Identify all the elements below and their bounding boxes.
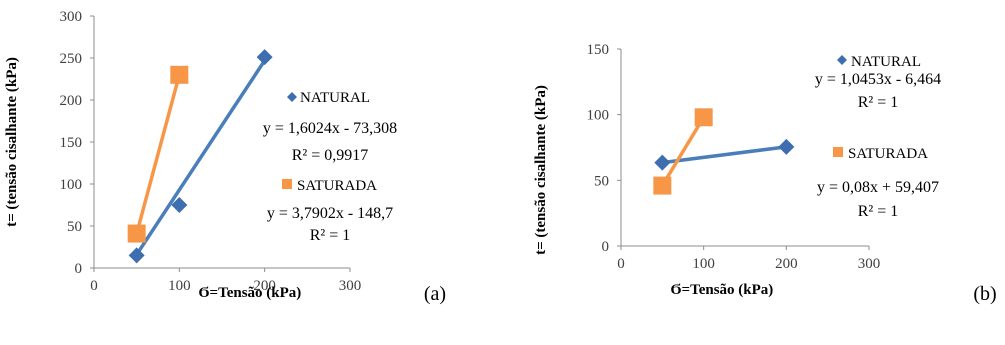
panel-b-trendline-equation: y = 1,0453x - 6,464 bbox=[815, 71, 941, 88]
panel-a-point-natural bbox=[256, 49, 273, 66]
panel-a-trendline-r2: R² = 0,9917 bbox=[292, 147, 369, 164]
panel-a-trendline-saturada bbox=[134, 73, 182, 236]
panel-a-label: (a) bbox=[424, 283, 446, 305]
panel-b-trendline-equation: y = 0,08x + 59,407 bbox=[817, 179, 939, 196]
panel-a-point-saturada bbox=[127, 224, 146, 243]
panel-b-y-tick-label: 50 bbox=[594, 173, 609, 189]
panel-b-point-saturada bbox=[653, 176, 672, 195]
panel-b-trendline-r2: R² = 1 bbox=[858, 203, 899, 220]
panel-b-y-tick-label: 0 bbox=[602, 239, 610, 255]
panel-a-x-tick-label: 300 bbox=[339, 278, 362, 294]
panel-b-legend-label-saturada: SATURADA bbox=[848, 146, 928, 162]
panel-a-legend-marker-natural bbox=[287, 92, 297, 102]
panel-b-trendline-r2: R² = 1 bbox=[858, 94, 899, 111]
panel-a-x-tick-label: 100 bbox=[168, 278, 191, 294]
panel-b-trendline-natural bbox=[660, 145, 789, 165]
panel-b-x-tick-label: 200 bbox=[775, 256, 798, 272]
panel-b-label: (b) bbox=[973, 283, 996, 305]
panel-a-point-saturada bbox=[170, 65, 189, 84]
panel-b-x-tick-label: 100 bbox=[692, 256, 715, 272]
panel-a-y-tick-label: 100 bbox=[60, 177, 83, 193]
panel-a-legend-label-natural: NATURAL bbox=[300, 90, 370, 106]
panel-a-x-axis-title: Ϭ=Tensão (kPa) bbox=[199, 285, 302, 301]
panel-a-x-tick-label: 200 bbox=[253, 278, 276, 294]
panel-b-x-axis-title: Ϭ=Tensão (kPa) bbox=[671, 282, 774, 298]
panel-a-y-tick-label: 200 bbox=[60, 93, 83, 109]
panel-b-point-natural bbox=[654, 154, 671, 171]
panel-b-legend-marker-saturada bbox=[833, 147, 843, 157]
panel-b-legend-label-natural: NATURAL bbox=[851, 54, 921, 70]
panel-a-y-tick-label: 300 bbox=[60, 9, 83, 25]
panel-a-legend-marker-saturada bbox=[282, 179, 292, 189]
panel-a-y-tick-label: 150 bbox=[60, 135, 83, 151]
panel-a-point-natural bbox=[128, 247, 145, 264]
panel-a-y-tick-label: 50 bbox=[67, 219, 82, 235]
panel-b-trendline-saturada bbox=[660, 115, 706, 188]
panel-b-point-saturada bbox=[694, 108, 713, 127]
panel-a-trendline-natural bbox=[134, 58, 267, 257]
panel-b-x-tick-label: 0 bbox=[617, 256, 625, 272]
panel-b-point-natural bbox=[778, 138, 795, 155]
panel-b-x-tick-label: 300 bbox=[858, 256, 881, 272]
panel-b-y-axis-title: t= (tensão cisalhante (kPa) bbox=[533, 85, 549, 255]
panel-b-y-tick-label: 100 bbox=[587, 108, 610, 124]
panel-b-legend-marker-natural bbox=[837, 55, 847, 65]
panel-a-y-axis-title: t= (tensão cisalhante (kPa) bbox=[4, 57, 20, 227]
panel-b-y-tick-label: 150 bbox=[587, 42, 610, 58]
panel-a-trendline-equation: y = 1,6024x - 73,308 bbox=[263, 120, 397, 137]
panel-a-legend-label-saturada: SATURADA bbox=[297, 178, 377, 194]
panel-a-y-tick-label: 250 bbox=[60, 51, 83, 67]
panel-a-y-tick-label: 0 bbox=[75, 261, 83, 277]
panel-a-trendline-equation: y = 3,7902x - 148,7 bbox=[267, 205, 393, 222]
panel-a-trendline-r2: R² = 1 bbox=[310, 227, 351, 244]
panel-a-point-natural bbox=[171, 197, 188, 213]
panel-a-x-tick-label: 0 bbox=[90, 278, 98, 294]
